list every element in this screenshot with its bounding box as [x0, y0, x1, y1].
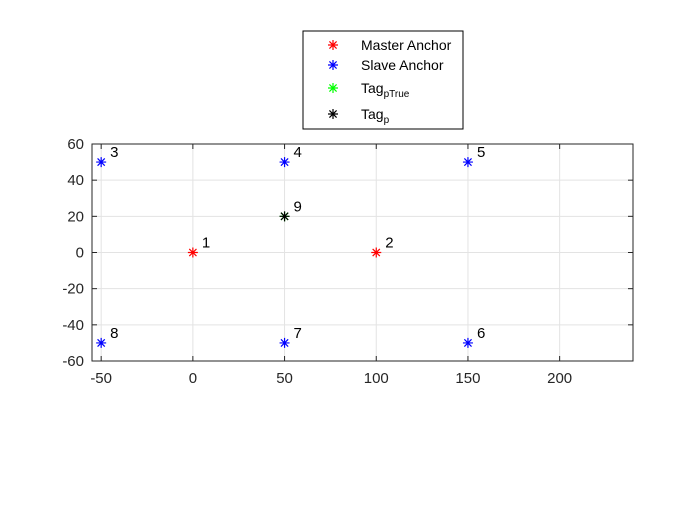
data-markers [96, 157, 473, 348]
data-point-marker-shape [462, 337, 473, 348]
data-point-marker [96, 157, 107, 168]
legend-entry: Tag [361, 80, 384, 96]
point-label: 6 [477, 325, 485, 342]
legend-box [302, 30, 464, 130]
data-point-marker [279, 337, 290, 348]
legend-marker-shape [328, 83, 338, 93]
point-labels: 1 2 3 4 5 6 7 8 9 [110, 144, 485, 342]
legend-entry-subscript: pTrue [384, 89, 410, 100]
point-label: 2 [385, 235, 393, 252]
legend-marker [328, 60, 338, 70]
data-point-marker-shape [462, 157, 473, 168]
x-tick-label: 200 [547, 370, 572, 387]
data-point-marker-shape [371, 247, 382, 258]
legend-marker-shape [328, 109, 338, 119]
legend-marker [328, 109, 338, 119]
y-tick-label: 60 [67, 136, 84, 153]
x-tick-label: -50 [90, 370, 112, 387]
data-point-marker-shape [279, 157, 290, 168]
legend-entry: Slave Anchor [361, 57, 444, 73]
y-tick-label: 40 [67, 172, 84, 189]
point-label: 4 [294, 144, 302, 161]
data-point-marker [187, 247, 198, 258]
y-tick-label: -60 [62, 353, 84, 370]
legend-entry: Tag [361, 106, 384, 122]
x-tick-label: 50 [276, 370, 293, 387]
legend-marker-shape [328, 60, 338, 70]
legend-entry: Master Anchor [361, 37, 452, 53]
x-tick-label: 0 [189, 370, 197, 387]
legend-marker [328, 83, 338, 93]
point-label: 3 [110, 144, 118, 161]
y-tick-label: -40 [62, 317, 84, 334]
legend-marker-shape [328, 40, 338, 50]
legend-marker [328, 40, 338, 50]
data-point-marker [96, 337, 107, 348]
data-point-marker [279, 211, 290, 222]
data-point-marker-shape [279, 211, 290, 222]
data-point-marker [371, 247, 382, 258]
point-label: 5 [477, 144, 485, 161]
data-point-marker [279, 157, 290, 168]
y-tick-label: 0 [76, 245, 84, 262]
x-tick-label: 100 [364, 370, 389, 387]
y-tick-label: 20 [67, 208, 84, 225]
data-point-marker-shape [279, 337, 290, 348]
legend-entry-subscript: p [384, 115, 390, 126]
x-tick-label: 150 [455, 370, 480, 387]
point-label: 8 [110, 325, 118, 342]
y-tick-label: -20 [62, 281, 84, 298]
point-label: 9 [294, 198, 302, 215]
data-point-marker [462, 337, 473, 348]
point-label: 1 [202, 235, 210, 252]
data-point-marker-shape [187, 247, 198, 258]
data-point-marker [462, 157, 473, 168]
data-point-marker-shape [96, 157, 107, 168]
point-label: 7 [294, 325, 302, 342]
data-point-marker-shape [96, 337, 107, 348]
